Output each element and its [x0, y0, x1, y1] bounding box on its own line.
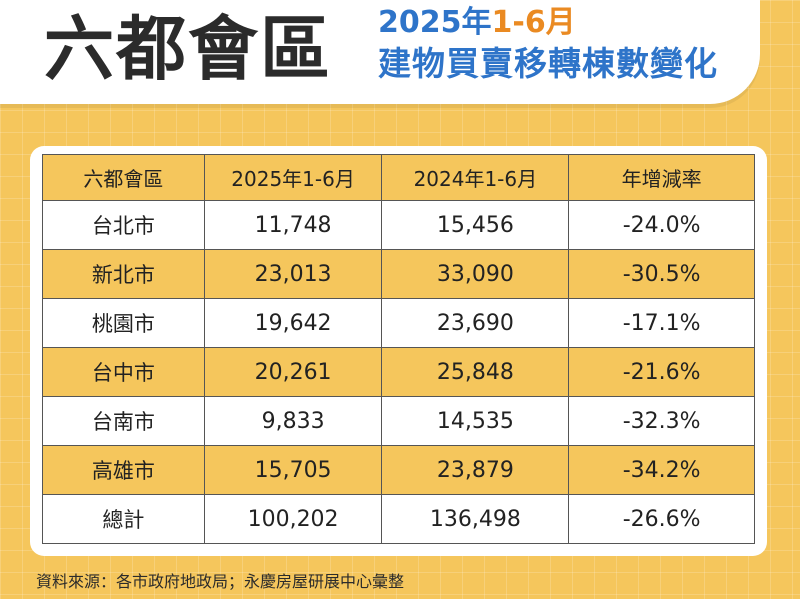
- cell-region: 高雄市: [42, 445, 205, 495]
- table-header-row: 六都會區 2025年1-6月 2024年1-6月 年增減率: [42, 154, 755, 201]
- cell-2024: 25,848: [381, 347, 570, 397]
- header-2025: 2025年1-6月: [203, 154, 383, 201]
- cell-2025: 9,833: [203, 396, 383, 446]
- cell-2024: 33,090: [381, 249, 570, 299]
- title-banner: 六都會區 2025年1-6月 建物買賣移轉棟數變化: [0, 0, 760, 104]
- header-2024: 2024年1-6月: [381, 154, 570, 201]
- table-row: 桃園市 19,642 23,690 -17.1%: [42, 298, 755, 348]
- cell-region: 新北市: [42, 249, 205, 299]
- table-row: 台中市 20,261 25,848 -21.6%: [42, 347, 755, 397]
- table-row: 高雄市 15,705 23,879 -34.2%: [42, 445, 755, 495]
- table-row: 台南市 9,833 14,535 -32.3%: [42, 396, 755, 446]
- source-note: 資料來源：各市政府地政局；永慶房屋研展中心彙整: [36, 572, 405, 591]
- cell-change: -32.3%: [568, 396, 755, 446]
- cell-change: -21.6%: [568, 347, 755, 397]
- cell-change: -24.0%: [568, 200, 755, 250]
- page-title: 六都會區: [44, 8, 332, 90]
- cell-2025: 19,642: [203, 298, 383, 348]
- cell-2024: 15,456: [381, 200, 570, 250]
- data-table: 六都會區 2025年1-6月 2024年1-6月 年增減率 台北市 11,748…: [42, 154, 755, 544]
- cell-2024: 23,690: [381, 298, 570, 348]
- cell-2025: 20,261: [203, 347, 383, 397]
- table-row-total: 總計 100,202 136,498 -26.6%: [42, 494, 755, 544]
- cell-region: 台中市: [42, 347, 205, 397]
- cell-region: 總計: [42, 494, 205, 544]
- cell-2025: 100,202: [203, 494, 383, 544]
- cell-change: -26.6%: [568, 494, 755, 544]
- cell-2024: 14,535: [381, 396, 570, 446]
- cell-2025: 11,748: [203, 200, 383, 250]
- table-row: 新北市 23,013 33,090 -30.5%: [42, 249, 755, 299]
- cell-region: 台南市: [42, 396, 205, 446]
- cell-change: -17.1%: [568, 298, 755, 348]
- cell-2025: 15,705: [203, 445, 383, 495]
- cell-region: 台北市: [42, 200, 205, 250]
- cell-2025: 23,013: [203, 249, 383, 299]
- subtitle-range: 1-6月: [491, 5, 576, 40]
- subtitle-period: 2025年1-6月: [378, 6, 576, 40]
- header-region: 六都會區: [42, 154, 205, 201]
- header-change: 年增減率: [568, 154, 755, 201]
- cell-2024: 136,498: [381, 494, 570, 544]
- table-card: 六都會區 2025年1-6月 2024年1-6月 年增減率 台北市 11,748…: [30, 146, 767, 556]
- cell-change: -30.5%: [568, 249, 755, 299]
- subtitle-year: 2025年: [378, 5, 492, 40]
- table-row: 台北市 11,748 15,456 -24.0%: [42, 200, 755, 250]
- cell-region: 桃園市: [42, 298, 205, 348]
- cell-change: -34.2%: [568, 445, 755, 495]
- subtitle-description: 建物買賣移轉棟數變化: [378, 44, 718, 83]
- cell-2024: 23,879: [381, 445, 570, 495]
